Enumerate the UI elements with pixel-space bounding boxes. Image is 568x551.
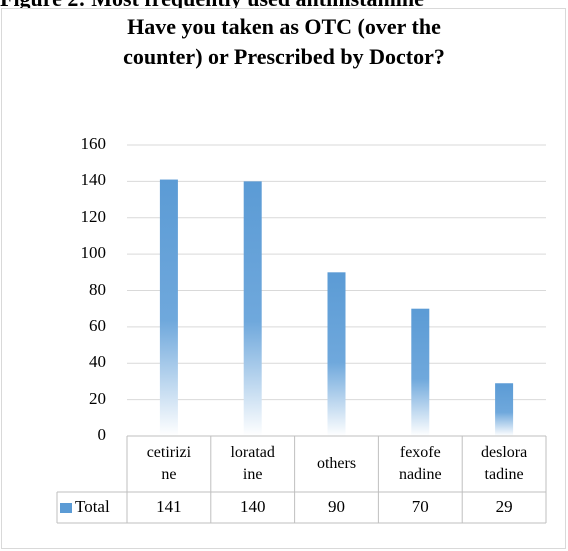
category-label-line: ine bbox=[242, 466, 263, 483]
y-tick-label: 40 bbox=[89, 352, 106, 372]
category-label: cetirizi ne bbox=[127, 442, 211, 486]
y-tick-label: 80 bbox=[89, 279, 106, 299]
data-table-value: 140 bbox=[239, 497, 266, 516]
data-table-value: 70 bbox=[411, 497, 429, 516]
y-tick-label: 120 bbox=[80, 206, 107, 226]
y-tick-label: 100 bbox=[80, 243, 107, 263]
category-label-line: fexofe bbox=[399, 444, 441, 461]
y-tick-label: 20 bbox=[89, 388, 106, 408]
category-label-line: loratad bbox=[230, 444, 275, 461]
category-label-line: cetirizi bbox=[146, 444, 192, 461]
bar bbox=[327, 272, 346, 436]
data-table-value: 90 bbox=[327, 497, 345, 516]
legend-swatch bbox=[60, 503, 72, 513]
bar bbox=[243, 181, 262, 436]
bar bbox=[495, 383, 514, 436]
category-label-line: deslora bbox=[480, 444, 528, 461]
category-label-line: nadine bbox=[398, 466, 442, 483]
bar bbox=[411, 308, 430, 436]
category-label: fexofe nadine bbox=[378, 442, 462, 486]
data-table-value: 29 bbox=[495, 497, 513, 516]
category-label: loratad ine bbox=[211, 442, 295, 486]
chart-frame bbox=[1, 8, 566, 549]
category-label-line: others bbox=[316, 455, 357, 472]
data-table-value: 141 bbox=[156, 497, 182, 516]
legend-label: Total bbox=[75, 497, 110, 516]
chart-title: Have you taken as OTC (over the counter)… bbox=[0, 12, 568, 72]
category-label-line: tadine bbox=[484, 466, 524, 483]
category-label: others bbox=[295, 453, 379, 475]
category-label: deslora tadine bbox=[462, 442, 546, 486]
category-label-line: ne bbox=[161, 466, 177, 483]
chart-title-line-2: counter) or Prescribed by Doctor? bbox=[123, 44, 445, 69]
y-tick-label: 160 bbox=[80, 134, 107, 153]
y-tick-label: 60 bbox=[89, 315, 106, 335]
y-tick-label: 140 bbox=[80, 170, 107, 190]
bar bbox=[159, 179, 178, 436]
figure-caption: Figure 2: Most frequently used antihista… bbox=[0, 0, 568, 14]
chart-title-line-1: Have you taken as OTC (over the bbox=[127, 14, 441, 39]
y-tick-label: 0 bbox=[97, 425, 107, 444]
